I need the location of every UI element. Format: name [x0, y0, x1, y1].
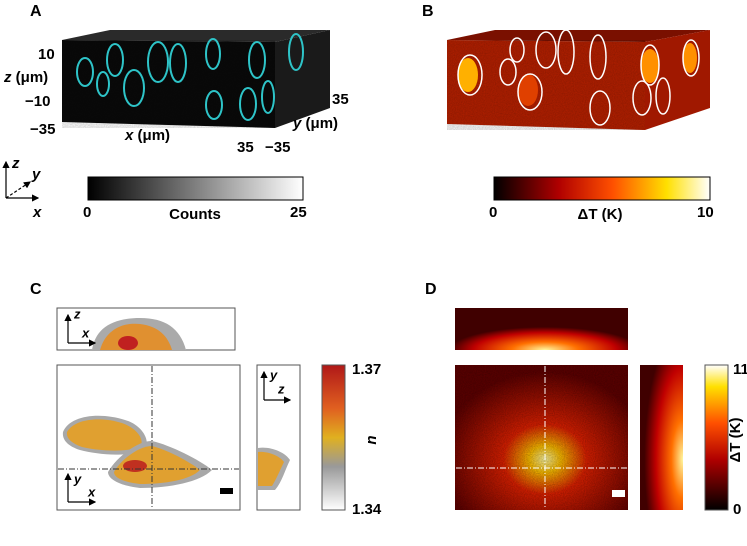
view-axis-label: z	[277, 381, 285, 396]
cell-outlines	[76, 33, 304, 121]
axis-var: x	[124, 127, 134, 144]
xy-peak	[123, 460, 147, 472]
scale-bar	[612, 490, 625, 497]
xy-cell-core	[66, 419, 142, 451]
colorbar	[321, 364, 346, 511]
xy-cell-core	[114, 446, 200, 484]
view-axis-label: z	[73, 306, 81, 321]
view-axis-label: y	[73, 471, 82, 486]
axis-unit: (μm)	[16, 69, 49, 86]
hot-spots	[458, 43, 697, 106]
z-tick: −10	[25, 93, 50, 110]
axis-unit: (μm)	[306, 115, 339, 132]
colorbar-label: ΔT (K)	[578, 206, 623, 223]
x-axis-label: x (μm)	[124, 127, 170, 144]
panel-label: A	[30, 3, 42, 20]
axis-unit: (μm)	[138, 127, 171, 144]
xz-peak	[118, 336, 138, 350]
yz-heatmap	[640, 365, 683, 510]
view-axis-label: y	[269, 367, 278, 382]
xz-heatmap	[455, 308, 628, 350]
heat-texture	[455, 365, 628, 510]
axis-key-label: z	[11, 155, 20, 172]
colorbar-max: 25	[290, 204, 307, 221]
z-axis-label: z (μm)	[3, 69, 48, 86]
panel-label: C	[30, 281, 42, 298]
colorbar-min: 0	[489, 204, 497, 221]
colorbar	[87, 176, 304, 201]
x-tick: 35	[237, 139, 254, 156]
yz-cell-core	[258, 451, 284, 486]
scale-bar	[220, 488, 233, 494]
colorbar-max: 1.37	[352, 361, 381, 378]
colorbar	[704, 364, 729, 511]
x-tick: −35	[30, 121, 55, 138]
axis-key-label: x	[32, 204, 42, 221]
view-axis-label: x	[81, 325, 90, 340]
box-top	[447, 30, 710, 42]
z-tick: 10	[38, 46, 55, 63]
colorbar-max: 11	[733, 361, 747, 378]
cell-outlines	[457, 29, 700, 126]
colorbar-label: n	[363, 435, 380, 444]
axis-key-label: y	[31, 166, 41, 183]
colorbar-min: 0	[733, 501, 741, 518]
colorbar-min: 1.34	[352, 501, 382, 518]
colorbar-label: Counts	[169, 206, 221, 223]
view-axis-label: x	[87, 484, 96, 499]
axis-var: y	[292, 115, 302, 132]
box-top	[62, 30, 330, 42]
colorbar	[493, 176, 711, 201]
heat-texture	[447, 40, 645, 130]
colorbar-min: 0	[83, 204, 91, 221]
colorbar-max: 10	[697, 204, 714, 221]
xz-cell-core	[100, 323, 172, 350]
axis-var: z	[3, 69, 12, 86]
panel-label: B	[422, 3, 434, 20]
colorbar-label: ΔT (K)	[727, 418, 744, 463]
y-tick: −35	[265, 139, 290, 156]
panel-label: D	[425, 281, 437, 298]
y-tick: 35	[332, 91, 349, 108]
y-axis-label: y (μm)	[292, 115, 338, 132]
axes-key	[2, 160, 40, 202]
